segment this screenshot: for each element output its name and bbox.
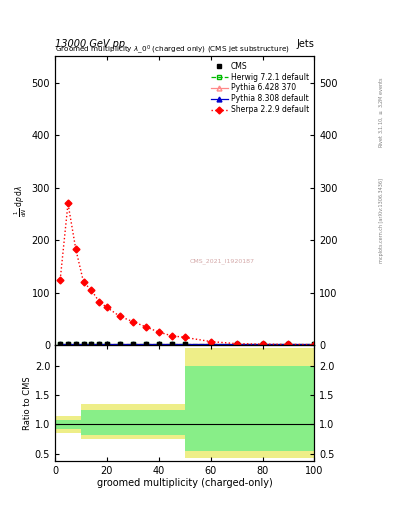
Text: Groomed multiplicity $\lambda\_0^0$ (charged only) (CMS jet substructure): Groomed multiplicity $\lambda\_0^0$ (cha… <box>55 44 290 56</box>
Text: mcplots.cern.ch [arXiv:1306.3436]: mcplots.cern.ch [arXiv:1306.3436] <box>379 178 384 263</box>
Y-axis label: Ratio to CMS: Ratio to CMS <box>23 376 32 430</box>
Text: Jets: Jets <box>297 38 314 49</box>
Text: Rivet 3.1.10, $\geq$ 3.2M events: Rivet 3.1.10, $\geq$ 3.2M events <box>377 77 385 148</box>
Text: 13000 GeV pp: 13000 GeV pp <box>55 38 125 49</box>
Legend: CMS, Herwig 7.2.1 default, Pythia 6.428 370, Pythia 8.308 default, Sherpa 2.2.9 : CMS, Herwig 7.2.1 default, Pythia 6.428 … <box>209 60 310 116</box>
Y-axis label: $\frac{1}{\mathrm{d}N}$ $\mathrm{d}p\,\mathrm{d}\lambda$: $\frac{1}{\mathrm{d}N}$ $\mathrm{d}p\,\m… <box>13 185 29 217</box>
X-axis label: groomed multiplicity (charged-only): groomed multiplicity (charged-only) <box>97 478 273 488</box>
Text: CMS_2021_I1920187: CMS_2021_I1920187 <box>190 259 255 264</box>
